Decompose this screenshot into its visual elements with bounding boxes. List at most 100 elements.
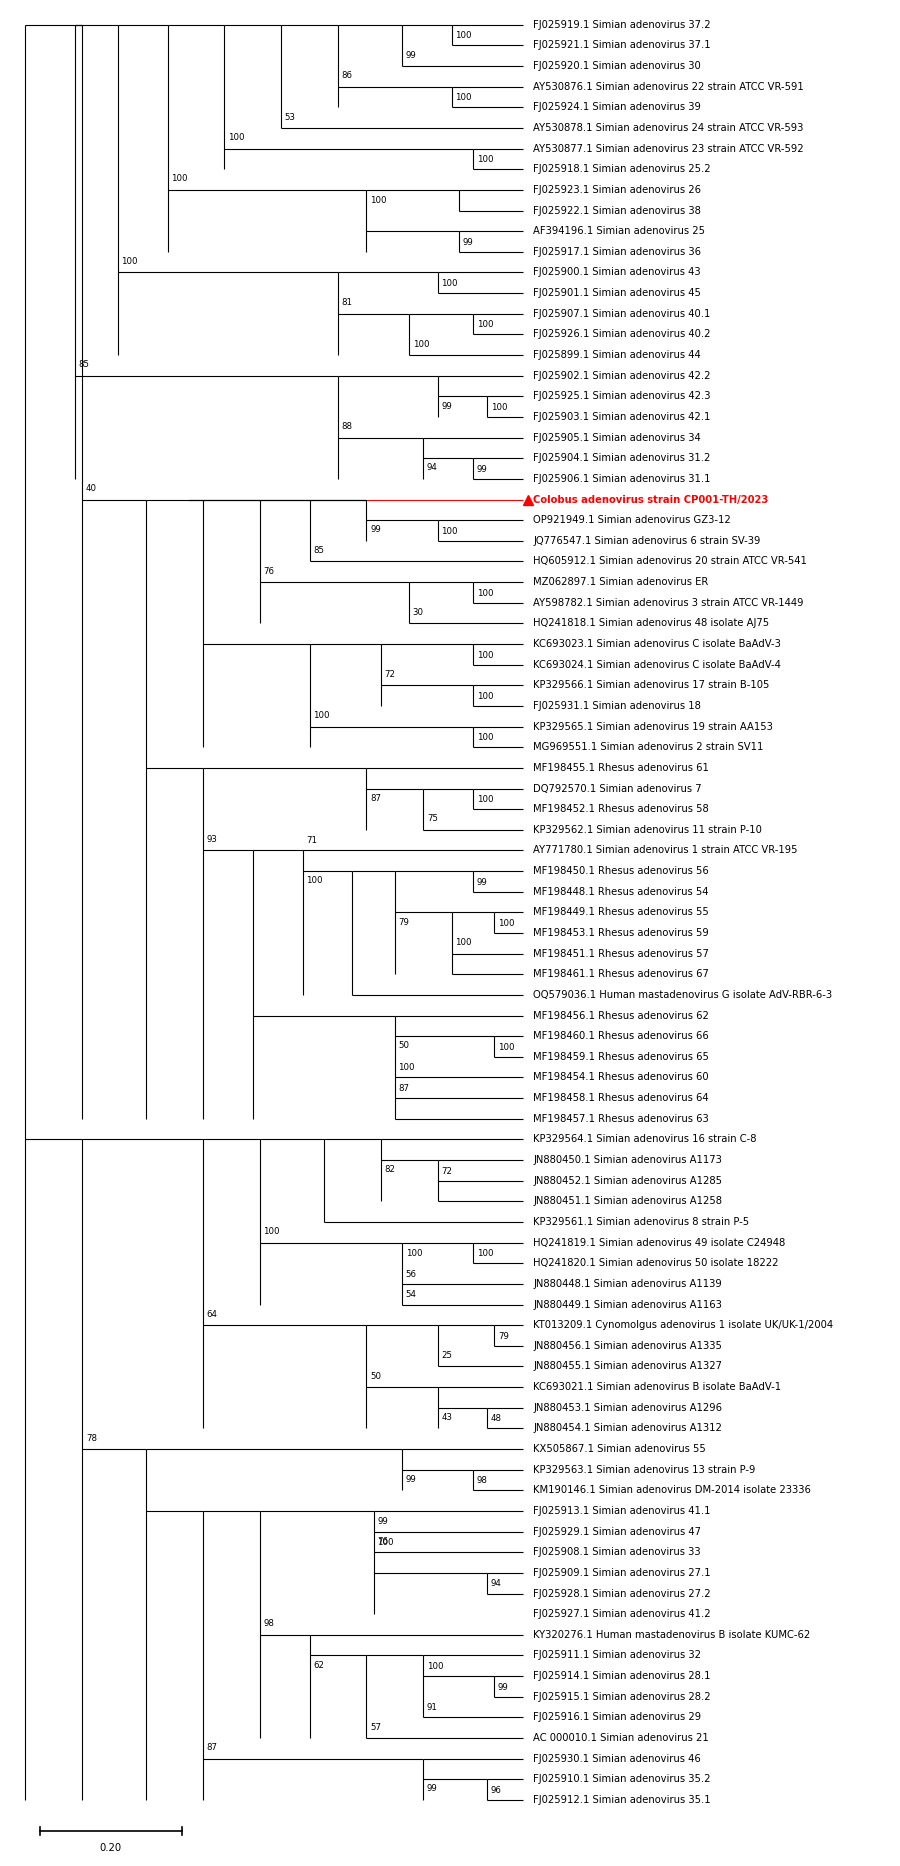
Text: JQ776547.1 Simian adenovirus 6 strain SV-39: JQ776547.1 Simian adenovirus 6 strain SV… xyxy=(534,536,760,547)
Text: 86: 86 xyxy=(342,71,353,80)
Text: KM190146.1 Simian adenovirus DM-2014 isolate 23336: KM190146.1 Simian adenovirus DM-2014 iso… xyxy=(534,1485,811,1495)
Text: 99: 99 xyxy=(427,1784,437,1793)
Text: 98: 98 xyxy=(477,1476,488,1485)
Text: HQ605912.1 Simian adenovirus 20 strain ATCC VR-541: HQ605912.1 Simian adenovirus 20 strain A… xyxy=(534,556,807,567)
Text: HQ241819.1 Simian adenovirus 49 isolate C24948: HQ241819.1 Simian adenovirus 49 isolate … xyxy=(534,1237,786,1248)
Text: MF198449.1 Rhesus adenovirus 55: MF198449.1 Rhesus adenovirus 55 xyxy=(534,907,709,918)
Text: OQ579036.1 Human mastadenovirus G isolate AdV-RBR-6-3: OQ579036.1 Human mastadenovirus G isolat… xyxy=(534,991,832,1000)
Text: HQ241818.1 Simian adenovirus 48 isolate AJ75: HQ241818.1 Simian adenovirus 48 isolate … xyxy=(534,618,770,629)
Text: 72: 72 xyxy=(441,1166,452,1176)
Text: 88: 88 xyxy=(342,422,353,431)
Text: 100: 100 xyxy=(477,1248,493,1258)
Text: FJ025926.1 Simian adenovirus 40.2: FJ025926.1 Simian adenovirus 40.2 xyxy=(534,330,711,340)
Text: 100: 100 xyxy=(498,918,515,927)
Text: DQ792570.1 Simian adenovirus 7: DQ792570.1 Simian adenovirus 7 xyxy=(534,784,702,793)
Text: FJ025915.1 Simian adenovirus 28.2: FJ025915.1 Simian adenovirus 28.2 xyxy=(534,1692,711,1702)
Text: 100: 100 xyxy=(477,588,493,597)
Text: 99: 99 xyxy=(477,465,487,474)
Text: MF198455.1 Rhesus adenovirus 61: MF198455.1 Rhesus adenovirus 61 xyxy=(534,763,709,773)
Text: MF198448.1 Rhesus adenovirus 54: MF198448.1 Rhesus adenovirus 54 xyxy=(534,886,709,898)
Text: 99: 99 xyxy=(441,401,452,411)
Text: MF198461.1 Rhesus adenovirus 67: MF198461.1 Rhesus adenovirus 67 xyxy=(534,968,709,980)
Text: MG969551.1 Simian adenovirus 2 strain SV11: MG969551.1 Simian adenovirus 2 strain SV… xyxy=(534,743,764,752)
Text: 79: 79 xyxy=(399,918,410,927)
Text: 100: 100 xyxy=(491,403,508,412)
Text: FJ025909.1 Simian adenovirus 27.1: FJ025909.1 Simian adenovirus 27.1 xyxy=(534,1567,711,1579)
Text: 98: 98 xyxy=(264,1620,274,1629)
Text: 57: 57 xyxy=(370,1722,381,1732)
Text: 56: 56 xyxy=(406,1269,417,1278)
Text: Colobus adenovirus strain CP001-TH/2023: Colobus adenovirus strain CP001-TH/2023 xyxy=(534,494,769,504)
Text: 72: 72 xyxy=(384,670,395,679)
Text: KP329561.1 Simian adenovirus 8 strain P-5: KP329561.1 Simian adenovirus 8 strain P-… xyxy=(534,1217,750,1228)
Text: KP329563.1 Simian adenovirus 13 strain P-9: KP329563.1 Simian adenovirus 13 strain P… xyxy=(534,1465,756,1474)
Text: 99: 99 xyxy=(477,877,487,886)
Text: FJ025923.1 Simian adenovirus 26: FJ025923.1 Simian adenovirus 26 xyxy=(534,185,701,194)
Text: 100: 100 xyxy=(171,174,187,183)
Text: FJ025903.1 Simian adenovirus 42.1: FJ025903.1 Simian adenovirus 42.1 xyxy=(534,412,711,422)
Text: FJ025930.1 Simian adenovirus 46: FJ025930.1 Simian adenovirus 46 xyxy=(534,1754,701,1763)
Text: FJ025908.1 Simian adenovirus 33: FJ025908.1 Simian adenovirus 33 xyxy=(534,1547,701,1558)
Text: KC693021.1 Simian adenovirus B isolate BaAdV-1: KC693021.1 Simian adenovirus B isolate B… xyxy=(534,1383,781,1392)
Text: KP329564.1 Simian adenovirus 16 strain C-8: KP329564.1 Simian adenovirus 16 strain C… xyxy=(534,1135,757,1144)
Text: FJ025927.1 Simian adenovirus 41.2: FJ025927.1 Simian adenovirus 41.2 xyxy=(534,1608,711,1620)
Text: 81: 81 xyxy=(342,299,353,308)
Text: 48: 48 xyxy=(491,1414,502,1424)
Text: 79: 79 xyxy=(498,1332,508,1340)
Text: FJ025920.1 Simian adenovirus 30: FJ025920.1 Simian adenovirus 30 xyxy=(534,62,701,71)
Text: FJ025916.1 Simian adenovirus 29: FJ025916.1 Simian adenovirus 29 xyxy=(534,1713,701,1722)
Text: FJ025904.1 Simian adenovirus 31.2: FJ025904.1 Simian adenovirus 31.2 xyxy=(534,453,711,463)
Text: MF198457.1 Rhesus adenovirus 63: MF198457.1 Rhesus adenovirus 63 xyxy=(534,1114,709,1123)
Text: 100: 100 xyxy=(427,1663,444,1670)
Text: 100: 100 xyxy=(455,939,472,948)
Text: AF394196.1 Simian adenovirus 25: AF394196.1 Simian adenovirus 25 xyxy=(534,226,706,237)
Text: JN880452.1 Simian adenovirus A1285: JN880452.1 Simian adenovirus A1285 xyxy=(534,1176,723,1185)
Text: MF198460.1 Rhesus adenovirus 66: MF198460.1 Rhesus adenovirus 66 xyxy=(534,1032,709,1041)
Text: JN880450.1 Simian adenovirus A1173: JN880450.1 Simian adenovirus A1173 xyxy=(534,1155,723,1164)
Text: 100: 100 xyxy=(441,280,457,287)
Text: 25: 25 xyxy=(441,1351,452,1360)
Text: MF198453.1 Rhesus adenovirus 59: MF198453.1 Rhesus adenovirus 59 xyxy=(534,927,709,939)
Text: 100: 100 xyxy=(455,32,472,41)
Text: 85: 85 xyxy=(79,360,90,369)
Text: KP329565.1 Simian adenovirus 19 strain AA153: KP329565.1 Simian adenovirus 19 strain A… xyxy=(534,722,773,731)
Text: FJ025917.1 Simian adenovirus 36: FJ025917.1 Simian adenovirus 36 xyxy=(534,246,701,258)
Text: FJ025921.1 Simian adenovirus 37.1: FJ025921.1 Simian adenovirus 37.1 xyxy=(534,41,711,50)
Text: 76: 76 xyxy=(377,1538,388,1545)
Text: 100: 100 xyxy=(441,526,457,536)
Text: 100: 100 xyxy=(370,196,386,205)
Text: 96: 96 xyxy=(491,1786,501,1795)
Text: FJ025931.1 Simian adenovirus 18: FJ025931.1 Simian adenovirus 18 xyxy=(534,702,701,711)
Text: 87: 87 xyxy=(399,1084,410,1093)
Text: AY530876.1 Simian adenovirus 22 strain ATCC VR-591: AY530876.1 Simian adenovirus 22 strain A… xyxy=(534,82,805,91)
Text: 75: 75 xyxy=(427,814,438,823)
Text: 0.20: 0.20 xyxy=(100,1844,122,1853)
Text: 100: 100 xyxy=(122,258,138,267)
Text: MF198458.1 Rhesus adenovirus 64: MF198458.1 Rhesus adenovirus 64 xyxy=(534,1093,709,1103)
Text: FJ025910.1 Simian adenovirus 35.2: FJ025910.1 Simian adenovirus 35.2 xyxy=(534,1775,711,1784)
Text: 100: 100 xyxy=(412,340,429,349)
Text: 99: 99 xyxy=(406,50,417,60)
Text: 99: 99 xyxy=(370,526,381,534)
Text: 87: 87 xyxy=(207,1743,218,1752)
Text: HQ241820.1 Simian adenovirus 50 isolate 18222: HQ241820.1 Simian adenovirus 50 isolate … xyxy=(534,1258,778,1269)
Text: 87: 87 xyxy=(370,793,381,802)
Text: AY771780.1 Simian adenovirus 1 strain ATCC VR-195: AY771780.1 Simian adenovirus 1 strain AT… xyxy=(534,845,798,855)
Text: 94: 94 xyxy=(491,1579,501,1588)
Text: 85: 85 xyxy=(313,547,324,554)
Text: AC 000010.1 Simian adenovirus 21: AC 000010.1 Simian adenovirus 21 xyxy=(534,1734,709,1743)
Text: 91: 91 xyxy=(427,1704,437,1713)
Text: FJ025902.1 Simian adenovirus 42.2: FJ025902.1 Simian adenovirus 42.2 xyxy=(534,371,711,381)
Text: KC693024.1 Simian adenovirus C isolate BaAdV-4: KC693024.1 Simian adenovirus C isolate B… xyxy=(534,661,781,670)
Text: FJ025912.1 Simian adenovirus 35.1: FJ025912.1 Simian adenovirus 35.1 xyxy=(534,1795,711,1804)
Text: FJ025914.1 Simian adenovirus 28.1: FJ025914.1 Simian adenovirus 28.1 xyxy=(534,1672,711,1681)
Text: 40: 40 xyxy=(86,483,97,493)
Text: 76: 76 xyxy=(264,567,274,575)
Text: FJ025919.1 Simian adenovirus 37.2: FJ025919.1 Simian adenovirus 37.2 xyxy=(534,21,711,30)
Text: JN880454.1 Simian adenovirus A1312: JN880454.1 Simian adenovirus A1312 xyxy=(534,1424,723,1433)
Text: 100: 100 xyxy=(377,1538,393,1547)
Text: 62: 62 xyxy=(313,1661,324,1670)
Text: JN880449.1 Simian adenovirus A1163: JN880449.1 Simian adenovirus A1163 xyxy=(534,1299,723,1310)
Text: KX505867.1 Simian adenovirus 55: KX505867.1 Simian adenovirus 55 xyxy=(534,1444,706,1454)
Text: 99: 99 xyxy=(406,1474,417,1483)
